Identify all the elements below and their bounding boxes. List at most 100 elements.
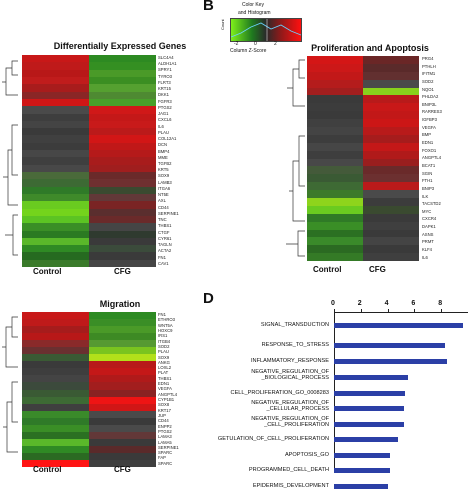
gene-label: ALDH1A1 xyxy=(158,61,177,67)
heatmap-cell xyxy=(22,245,89,253)
heatmap-cell xyxy=(363,103,419,112)
gene-label: NT5E xyxy=(158,192,169,198)
gene-label: LAMB3 xyxy=(158,179,172,185)
heatmap-row xyxy=(307,150,419,159)
heatmap-row xyxy=(22,431,156,439)
heatmap-cell xyxy=(22,215,89,224)
bar xyxy=(334,484,388,489)
gene-label: ANKG xyxy=(158,359,170,365)
heatmap-row xyxy=(22,98,156,107)
heatmap-cell xyxy=(89,452,156,460)
heatmap-row xyxy=(22,403,156,411)
heatmap-cell xyxy=(22,76,89,85)
gene-label: FOXO1 xyxy=(422,147,437,153)
gene-label: PTGS2 xyxy=(158,104,172,110)
gene-label: SLC4A4 xyxy=(158,55,174,60)
heatmap-row xyxy=(307,253,419,262)
heatmap-cell xyxy=(89,368,156,376)
heatmap-row xyxy=(22,368,156,376)
heatmap-row xyxy=(22,84,156,92)
heatmap-cell xyxy=(22,55,89,63)
heatmap-cell xyxy=(89,259,156,268)
heatmap-cell xyxy=(89,164,156,172)
heatmap-cell xyxy=(22,382,89,390)
heatmap-cell xyxy=(22,410,89,418)
heatmap-row xyxy=(22,347,156,355)
heatmap-row xyxy=(22,208,156,216)
bar-category-label: EPIDERMIS_DEVELOPMENT xyxy=(252,483,329,489)
heatmap-cell xyxy=(22,452,89,460)
heatmap-cell xyxy=(89,431,156,439)
heatmap-row xyxy=(22,410,156,418)
gene-label: ETHRO3 xyxy=(158,317,175,323)
heatmap-row xyxy=(22,326,156,334)
heatmap-cell xyxy=(22,347,89,355)
bar-category-label: APOPTOSIS_GO xyxy=(284,452,329,458)
heatmap-cell xyxy=(89,403,156,411)
heatmap-row xyxy=(307,56,419,64)
bar xyxy=(334,323,463,328)
heatmap-cell xyxy=(89,396,156,404)
bar xyxy=(334,437,399,442)
gene-label: VEGFA xyxy=(422,124,436,130)
color-key-subtitle: and Histogram xyxy=(238,10,271,16)
heatmap-cell xyxy=(307,198,363,206)
heatmap-row xyxy=(22,445,156,453)
heatmap-cell xyxy=(89,361,156,369)
heatmap-cell xyxy=(22,403,89,411)
gene-label: TAGLN xyxy=(158,242,172,248)
panel-b-xlabel-cfg: CFG xyxy=(369,265,386,274)
heatmap-row xyxy=(307,237,419,246)
heatmap-cell xyxy=(22,340,89,348)
heatmap-row xyxy=(22,186,156,194)
heatmap-cell xyxy=(307,134,363,143)
gene-label: FN1 xyxy=(158,312,166,317)
gene-label: EDN1 xyxy=(158,381,170,387)
heatmap-cell xyxy=(307,142,363,151)
heatmap-row xyxy=(22,120,156,129)
heatmap-cell xyxy=(363,190,419,199)
heatmap-row xyxy=(307,213,419,222)
heatmap-cell xyxy=(363,229,419,238)
heatmap-row xyxy=(22,62,156,70)
heatmap-cell xyxy=(89,417,156,425)
heatmap-row xyxy=(22,424,156,432)
heatmap-cell xyxy=(363,79,419,88)
heatmap-cell xyxy=(363,213,419,222)
heatmap-cell xyxy=(363,111,419,120)
heatmap-cell xyxy=(307,111,363,120)
heatmap-cell xyxy=(363,63,419,72)
heatmap-row xyxy=(22,459,156,468)
gene-label: CXCR4 xyxy=(422,216,437,222)
heatmap-row xyxy=(307,182,419,191)
heatmap-row xyxy=(307,190,419,199)
heatmap-row xyxy=(307,95,419,104)
heatmap-cell xyxy=(307,166,363,175)
x-tick-mark xyxy=(414,309,416,312)
gene-label: KRT17 xyxy=(158,407,171,413)
heatmap-cell xyxy=(307,229,363,238)
heatmap-cell xyxy=(89,150,156,158)
heatmap-row xyxy=(307,119,419,128)
gene-label: CD44 xyxy=(158,418,169,424)
color-key: Color Key and Histogram Count -2 0 2 Col… xyxy=(220,2,304,57)
heatmap-cell xyxy=(363,150,419,159)
heatmap-cell xyxy=(363,142,419,151)
heatmap-cell xyxy=(22,445,89,453)
heatmap-cell xyxy=(89,208,156,216)
bar xyxy=(334,453,391,458)
gene-label: IL6 xyxy=(158,123,164,129)
heatmap-cell xyxy=(89,347,156,355)
gene-label: KRT5 xyxy=(158,167,169,173)
bar-category-label: NEGATIVE_REGULATION_OF _CELLULAR_PROCESS xyxy=(251,400,329,413)
bar-category-label: CELL_PROLIFERATION_GO_0008283 xyxy=(230,390,329,396)
bar xyxy=(334,359,447,364)
heatmap-cell xyxy=(89,113,156,121)
gene-label: PLAU xyxy=(158,349,169,355)
heatmap-row xyxy=(307,71,419,80)
gene-label: SERPINE1 xyxy=(158,444,179,450)
heatmap-cell xyxy=(22,98,89,107)
heatmap-cell xyxy=(89,142,156,151)
heatmap-cell xyxy=(22,135,89,143)
heatmap-row xyxy=(22,245,156,253)
